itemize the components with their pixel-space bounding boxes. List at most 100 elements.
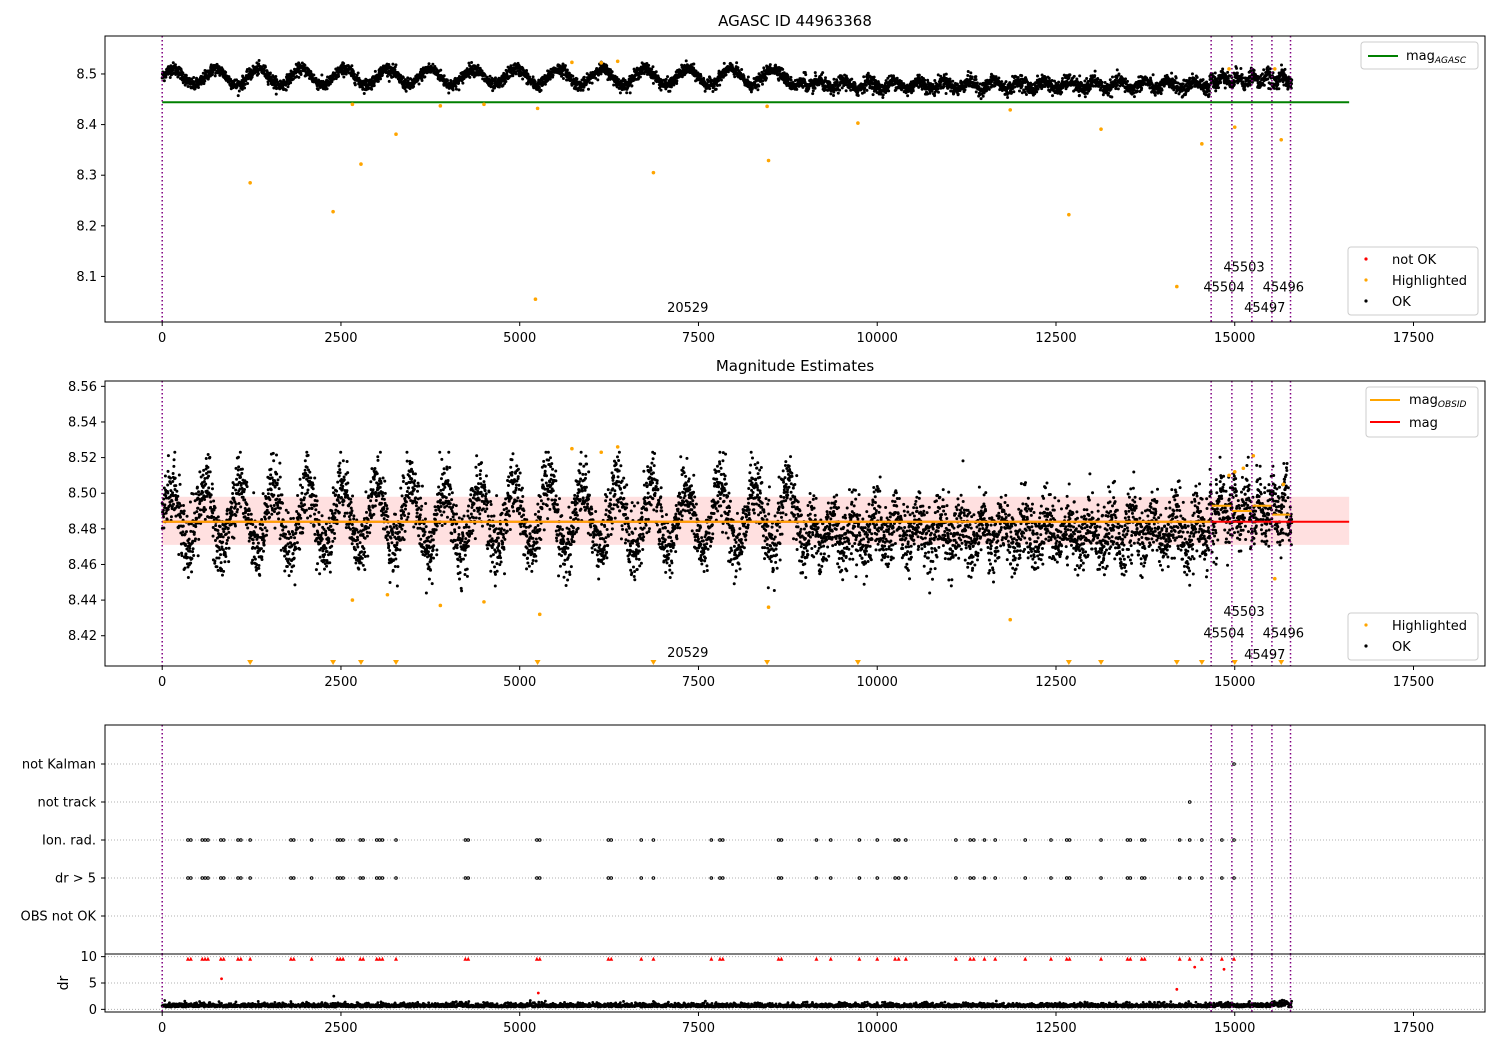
ok-point [291, 77, 295, 81]
ok-point [951, 79, 955, 83]
ok-point [565, 68, 569, 72]
ok-point [1226, 70, 1230, 74]
ok-point [714, 87, 718, 91]
ok-point [263, 65, 267, 69]
ok-point [274, 92, 278, 96]
ok-point [813, 86, 817, 90]
ok-point [173, 63, 177, 67]
ok-point [866, 71, 870, 75]
ok-point [789, 75, 793, 79]
ok-point [316, 87, 320, 91]
ok-point [944, 72, 948, 76]
ok-point [563, 64, 567, 68]
ok-point [835, 80, 839, 84]
ok-point [718, 83, 722, 87]
ok-point [196, 85, 200, 89]
ok-point [1020, 84, 1024, 88]
ok-point [406, 76, 410, 80]
ok-point [1160, 88, 1164, 92]
ok-point [533, 80, 537, 84]
ok-point [1235, 66, 1239, 70]
ok-point [863, 86, 867, 90]
ok-point [582, 75, 586, 79]
ok-point [325, 87, 329, 91]
ok-point [320, 73, 324, 77]
ok-point [865, 88, 869, 92]
ok-point [724, 73, 728, 77]
ok-point [257, 58, 261, 62]
ok-point [659, 88, 663, 92]
ok-point [832, 77, 836, 81]
ok-point [974, 75, 978, 79]
ok-point [599, 72, 603, 76]
ok-point [514, 72, 518, 76]
ok-point [1140, 86, 1144, 90]
ok-point [284, 88, 288, 92]
ok-point [923, 78, 927, 82]
ok-point [445, 79, 449, 83]
ok-point [1153, 93, 1157, 97]
ok-point [944, 91, 948, 95]
ok-point [1036, 74, 1040, 78]
ok-point [244, 79, 248, 83]
ok-point [887, 89, 891, 93]
ok-point [917, 73, 921, 77]
ok-point [431, 62, 435, 66]
ok-point [351, 70, 355, 74]
ok-point [605, 64, 609, 68]
ok-point [829, 92, 833, 96]
ok-point [521, 77, 525, 81]
ok-point [871, 93, 875, 97]
ok-point [1170, 71, 1174, 75]
ok-point [651, 81, 655, 85]
agasc-panel: AGASC ID 44963368 0 2500 5000 7500 10000 1250… [76, 12, 1486, 346]
ok-point [757, 84, 761, 88]
ok-point [1190, 85, 1194, 89]
ok-point [703, 89, 707, 93]
ok-point [373, 69, 377, 73]
agasc-ok-points [160, 58, 1294, 101]
ok-point [881, 96, 885, 100]
ok-point [312, 73, 316, 77]
ok-point [804, 73, 808, 77]
ok-point [356, 71, 360, 75]
ok-point [719, 78, 723, 82]
ok-point [246, 82, 250, 86]
ok-point [881, 93, 885, 97]
ok-point [832, 94, 836, 98]
ok-point [777, 78, 781, 82]
ok-point [1135, 89, 1139, 93]
ok-point [201, 71, 205, 75]
ok-point [711, 89, 715, 93]
ok-point [590, 81, 594, 85]
ok-point [811, 89, 815, 93]
ok-point [1132, 95, 1136, 99]
ok-point [1115, 83, 1119, 87]
ok-point [979, 97, 983, 101]
ok-point [756, 88, 760, 92]
ok-point [1100, 80, 1104, 84]
ok-point [394, 63, 398, 67]
ok-point [862, 75, 866, 79]
ok-point [528, 75, 532, 79]
ok-point [1047, 76, 1051, 80]
ok-point [1083, 95, 1087, 99]
ok-point [376, 79, 380, 83]
ok-point [764, 76, 768, 80]
ok-point [586, 87, 590, 91]
ok-point [476, 63, 480, 67]
ok-point [1006, 96, 1010, 100]
ok-point [786, 75, 790, 79]
ok-point [933, 78, 937, 82]
ok-point [1110, 75, 1114, 79]
ok-point [948, 77, 952, 81]
ok-point [811, 92, 815, 96]
ok-point [617, 78, 621, 82]
ok-point [380, 73, 384, 77]
ok-point [372, 84, 376, 88]
ok-point [385, 74, 389, 78]
ok-point [531, 75, 535, 79]
ok-point [844, 89, 848, 93]
ok-point [243, 86, 247, 90]
ok-point [423, 75, 427, 79]
